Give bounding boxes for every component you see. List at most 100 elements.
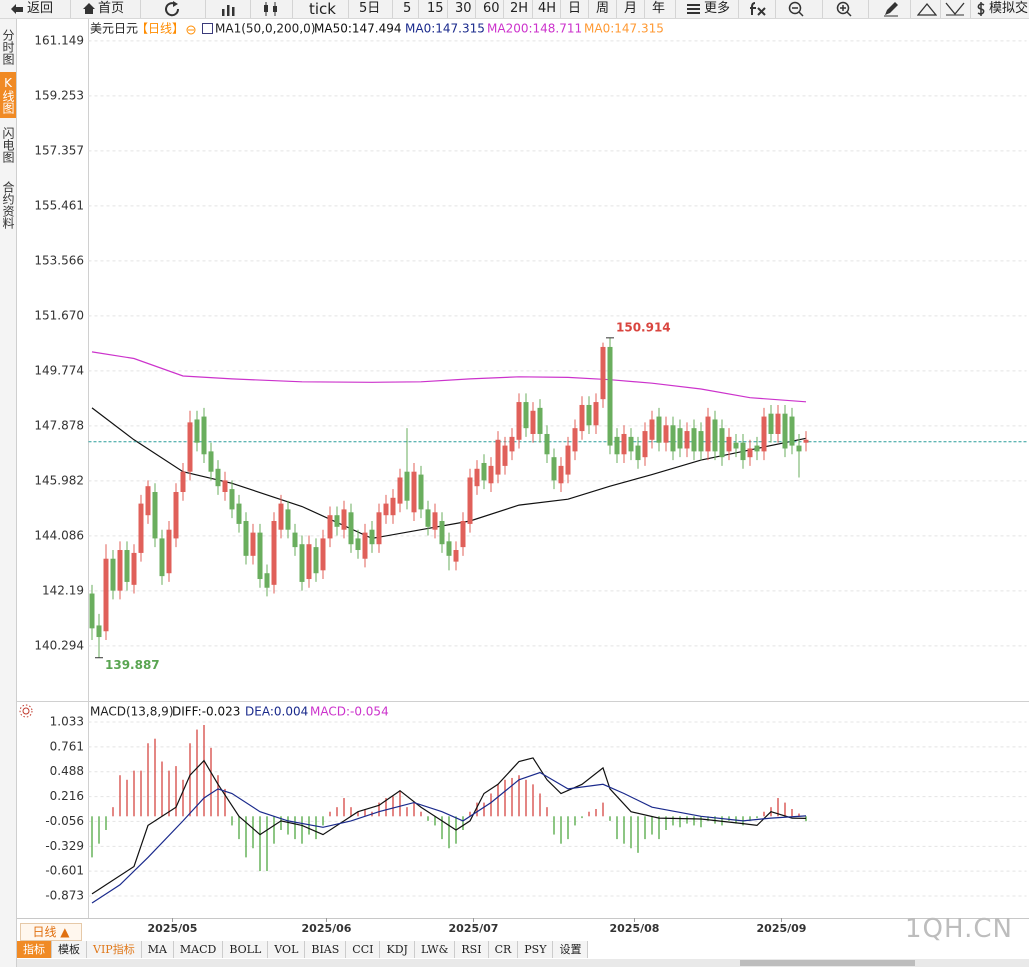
toolbar-button[interactable]: 年 [652, 1, 666, 16]
y-tick-label: -0.601 [45, 864, 84, 878]
tab[interactable]: KDJ [380, 941, 415, 958]
candle-body [257, 532, 263, 580]
sidebar-tab[interactable]: 分时图 [1, 29, 15, 65]
tab[interactable]: LW& [414, 941, 456, 958]
zoom-out-icon[interactable] [788, 1, 804, 17]
y-tick-label: 159.253 [34, 88, 84, 102]
tab[interactable]: MACD [173, 941, 224, 958]
scroll-thumb[interactable] [740, 960, 915, 966]
tab[interactable]: 设置 [553, 941, 589, 958]
toolbar-button[interactable]: tick [309, 0, 336, 18]
tab[interactable]: RSI [455, 941, 489, 958]
candle-body [439, 521, 445, 545]
candle-body [362, 532, 368, 559]
toolbar-button[interactable]: 模拟交 [989, 1, 1029, 16]
candle-body [236, 503, 242, 524]
chart-type-icon[interactable] [220, 1, 238, 17]
candle-body [145, 486, 151, 516]
formula-icon[interactable] [748, 1, 768, 17]
sidebar-tab[interactable]: 合约资料 [1, 181, 15, 229]
sidebar-tab[interactable]: 闪电图 [1, 127, 15, 163]
tab[interactable]: MA [141, 941, 174, 958]
candle-body [621, 433, 627, 455]
candle-body [103, 558, 109, 632]
tab[interactable]: CCI [346, 941, 381, 958]
period-label: 【日线】 [136, 22, 184, 36]
toolbar-button[interactable]: 日 [568, 1, 582, 16]
toolbar-button[interactable]: 2H [510, 1, 529, 16]
candle-body [768, 413, 774, 434]
candle-body [460, 521, 466, 548]
candle-body [138, 503, 144, 553]
legend-entry: MA0:147.315 [584, 22, 664, 36]
watermark: 1QH.CN [905, 914, 1013, 944]
candle-body [467, 477, 473, 524]
toolbar-button[interactable]: 5日 [359, 1, 381, 16]
candle-body [628, 436, 634, 452]
toolbar-button[interactable]: 15 [427, 1, 444, 16]
macd-title: MACD(13,8,9) [90, 705, 174, 719]
scrollbar[interactable] [17, 959, 1029, 967]
macd-settings-icon [19, 704, 33, 718]
tab[interactable]: 指标 [17, 941, 52, 958]
tab[interactable]: PSY [518, 941, 554, 958]
candle-body [656, 416, 662, 443]
y-tick-label: 0.761 [50, 739, 84, 753]
candle-body [530, 410, 536, 434]
indicator-icon[interactable] [202, 23, 213, 34]
draw-icon[interactable] [883, 1, 899, 17]
candle-body [124, 550, 130, 582]
toolbar-button[interactable]: 5 [403, 1, 412, 16]
toolbar-button[interactable]: 更多 [704, 1, 731, 16]
candle-body [229, 489, 235, 510]
y-tick-label: 145.982 [34, 473, 84, 487]
refresh-icon[interactable] [164, 1, 182, 17]
toolbar-button[interactable]: 返回 [27, 1, 54, 16]
indicator-label: MA1(50,0,200,0) [215, 22, 315, 36]
legend-entry: MA50:147.494 [314, 22, 402, 36]
triangle-up-icon[interactable] [917, 2, 937, 16]
candle-body [593, 402, 599, 426]
candle-body [677, 428, 683, 449]
candle-body [516, 402, 522, 440]
y-tick-label: 0.216 [50, 789, 84, 803]
candle-body [474, 468, 480, 487]
tab[interactable]: BOLL [223, 941, 269, 958]
sidebar-tab[interactable]: K线图 [0, 72, 16, 118]
toolbar-button[interactable]: 首页 [98, 1, 125, 16]
tab[interactable]: 模板 [52, 941, 87, 958]
candle-body [250, 532, 256, 556]
candle-icon[interactable] [262, 1, 280, 17]
toolbar-button[interactable]: 4H [538, 1, 557, 16]
zoom-in-icon[interactable] [836, 1, 852, 17]
triangle-down-icon[interactable] [945, 2, 965, 16]
tab[interactable]: BIAS [305, 941, 347, 958]
tab[interactable]: CR [488, 941, 519, 958]
y-tick-label: 151.670 [34, 308, 84, 322]
candle-body [614, 436, 620, 455]
toolbar-button[interactable]: 周 [596, 1, 610, 16]
candle-body [649, 419, 655, 440]
period-selector[interactable]: 日线 ▲ [20, 923, 82, 941]
x-tick-label: 2025/05 [148, 922, 198, 935]
y-tick-label: 155.461 [34, 198, 84, 212]
period-icon[interactable] [186, 25, 196, 35]
macd-settings-icon[interactable] [22, 707, 30, 715]
candle-body [453, 550, 459, 562]
toolbar-button[interactable]: 月 [624, 1, 638, 16]
candle-body [502, 445, 508, 466]
y-tick-label: 153.566 [34, 253, 84, 267]
legend-entry: DIFF:-0.023 [172, 705, 240, 719]
toolbar-button[interactable]: 60 [483, 1, 500, 16]
indicator-tabs: 指标 模板 VIP指标 MA MACD BOLL VOL BIAS CCI KD… [17, 941, 589, 958]
candle-body [313, 547, 319, 574]
tab[interactable]: VOL [268, 941, 306, 958]
tab[interactable]: VIP指标 [87, 941, 142, 958]
candle-body [306, 544, 312, 580]
toolbar-button[interactable]: 30 [455, 1, 472, 16]
candle-body [796, 445, 802, 452]
candle-body [523, 402, 529, 429]
candle-body [684, 431, 690, 449]
